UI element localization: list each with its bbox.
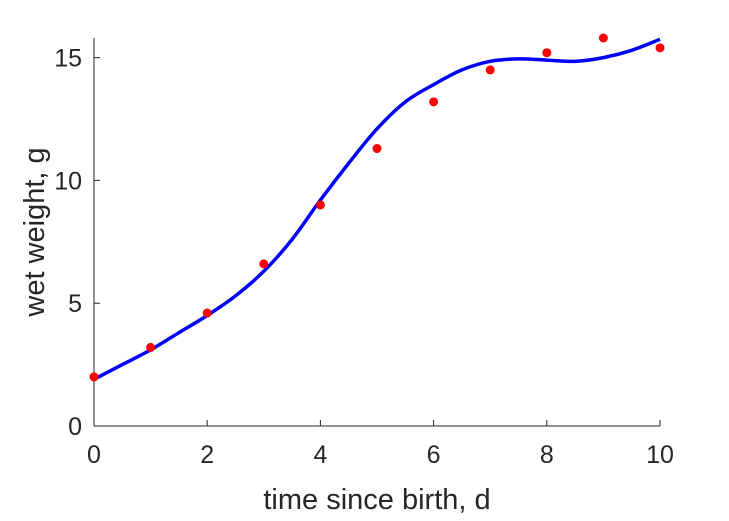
data-point xyxy=(146,342,156,352)
x-tick-label: 10 xyxy=(646,441,674,469)
data-point xyxy=(202,308,212,318)
data-point xyxy=(89,372,99,382)
model-fit-line xyxy=(93,37,661,381)
data-point xyxy=(429,97,439,107)
y-tick-label: 10 xyxy=(54,167,82,195)
data-point xyxy=(372,144,382,154)
y-tick-label: 0 xyxy=(68,413,82,441)
data-point xyxy=(598,33,608,43)
y-axis-label: wet weight, g xyxy=(19,147,51,317)
plot-layer xyxy=(89,33,665,382)
x-tick-label: 6 xyxy=(427,441,441,469)
data-point xyxy=(259,259,269,269)
y-ticks: 0 5 10 15 xyxy=(54,45,100,441)
data-point xyxy=(315,200,325,210)
x-ticks: 0 2 4 6 8 10 xyxy=(87,420,674,469)
x-tick-label: 2 xyxy=(200,441,214,469)
y-tick-label: 15 xyxy=(54,45,82,73)
data-point xyxy=(542,48,552,58)
x-tick-label: 0 xyxy=(87,441,101,469)
data-point xyxy=(485,65,495,75)
y-tick-label: 5 xyxy=(68,290,82,318)
x-tick-label: 4 xyxy=(313,441,327,469)
chart-axes xyxy=(93,38,660,427)
x-axis-label: time since birth, d xyxy=(263,484,490,516)
data-point xyxy=(655,43,665,53)
x-tick-label: 8 xyxy=(540,441,554,469)
